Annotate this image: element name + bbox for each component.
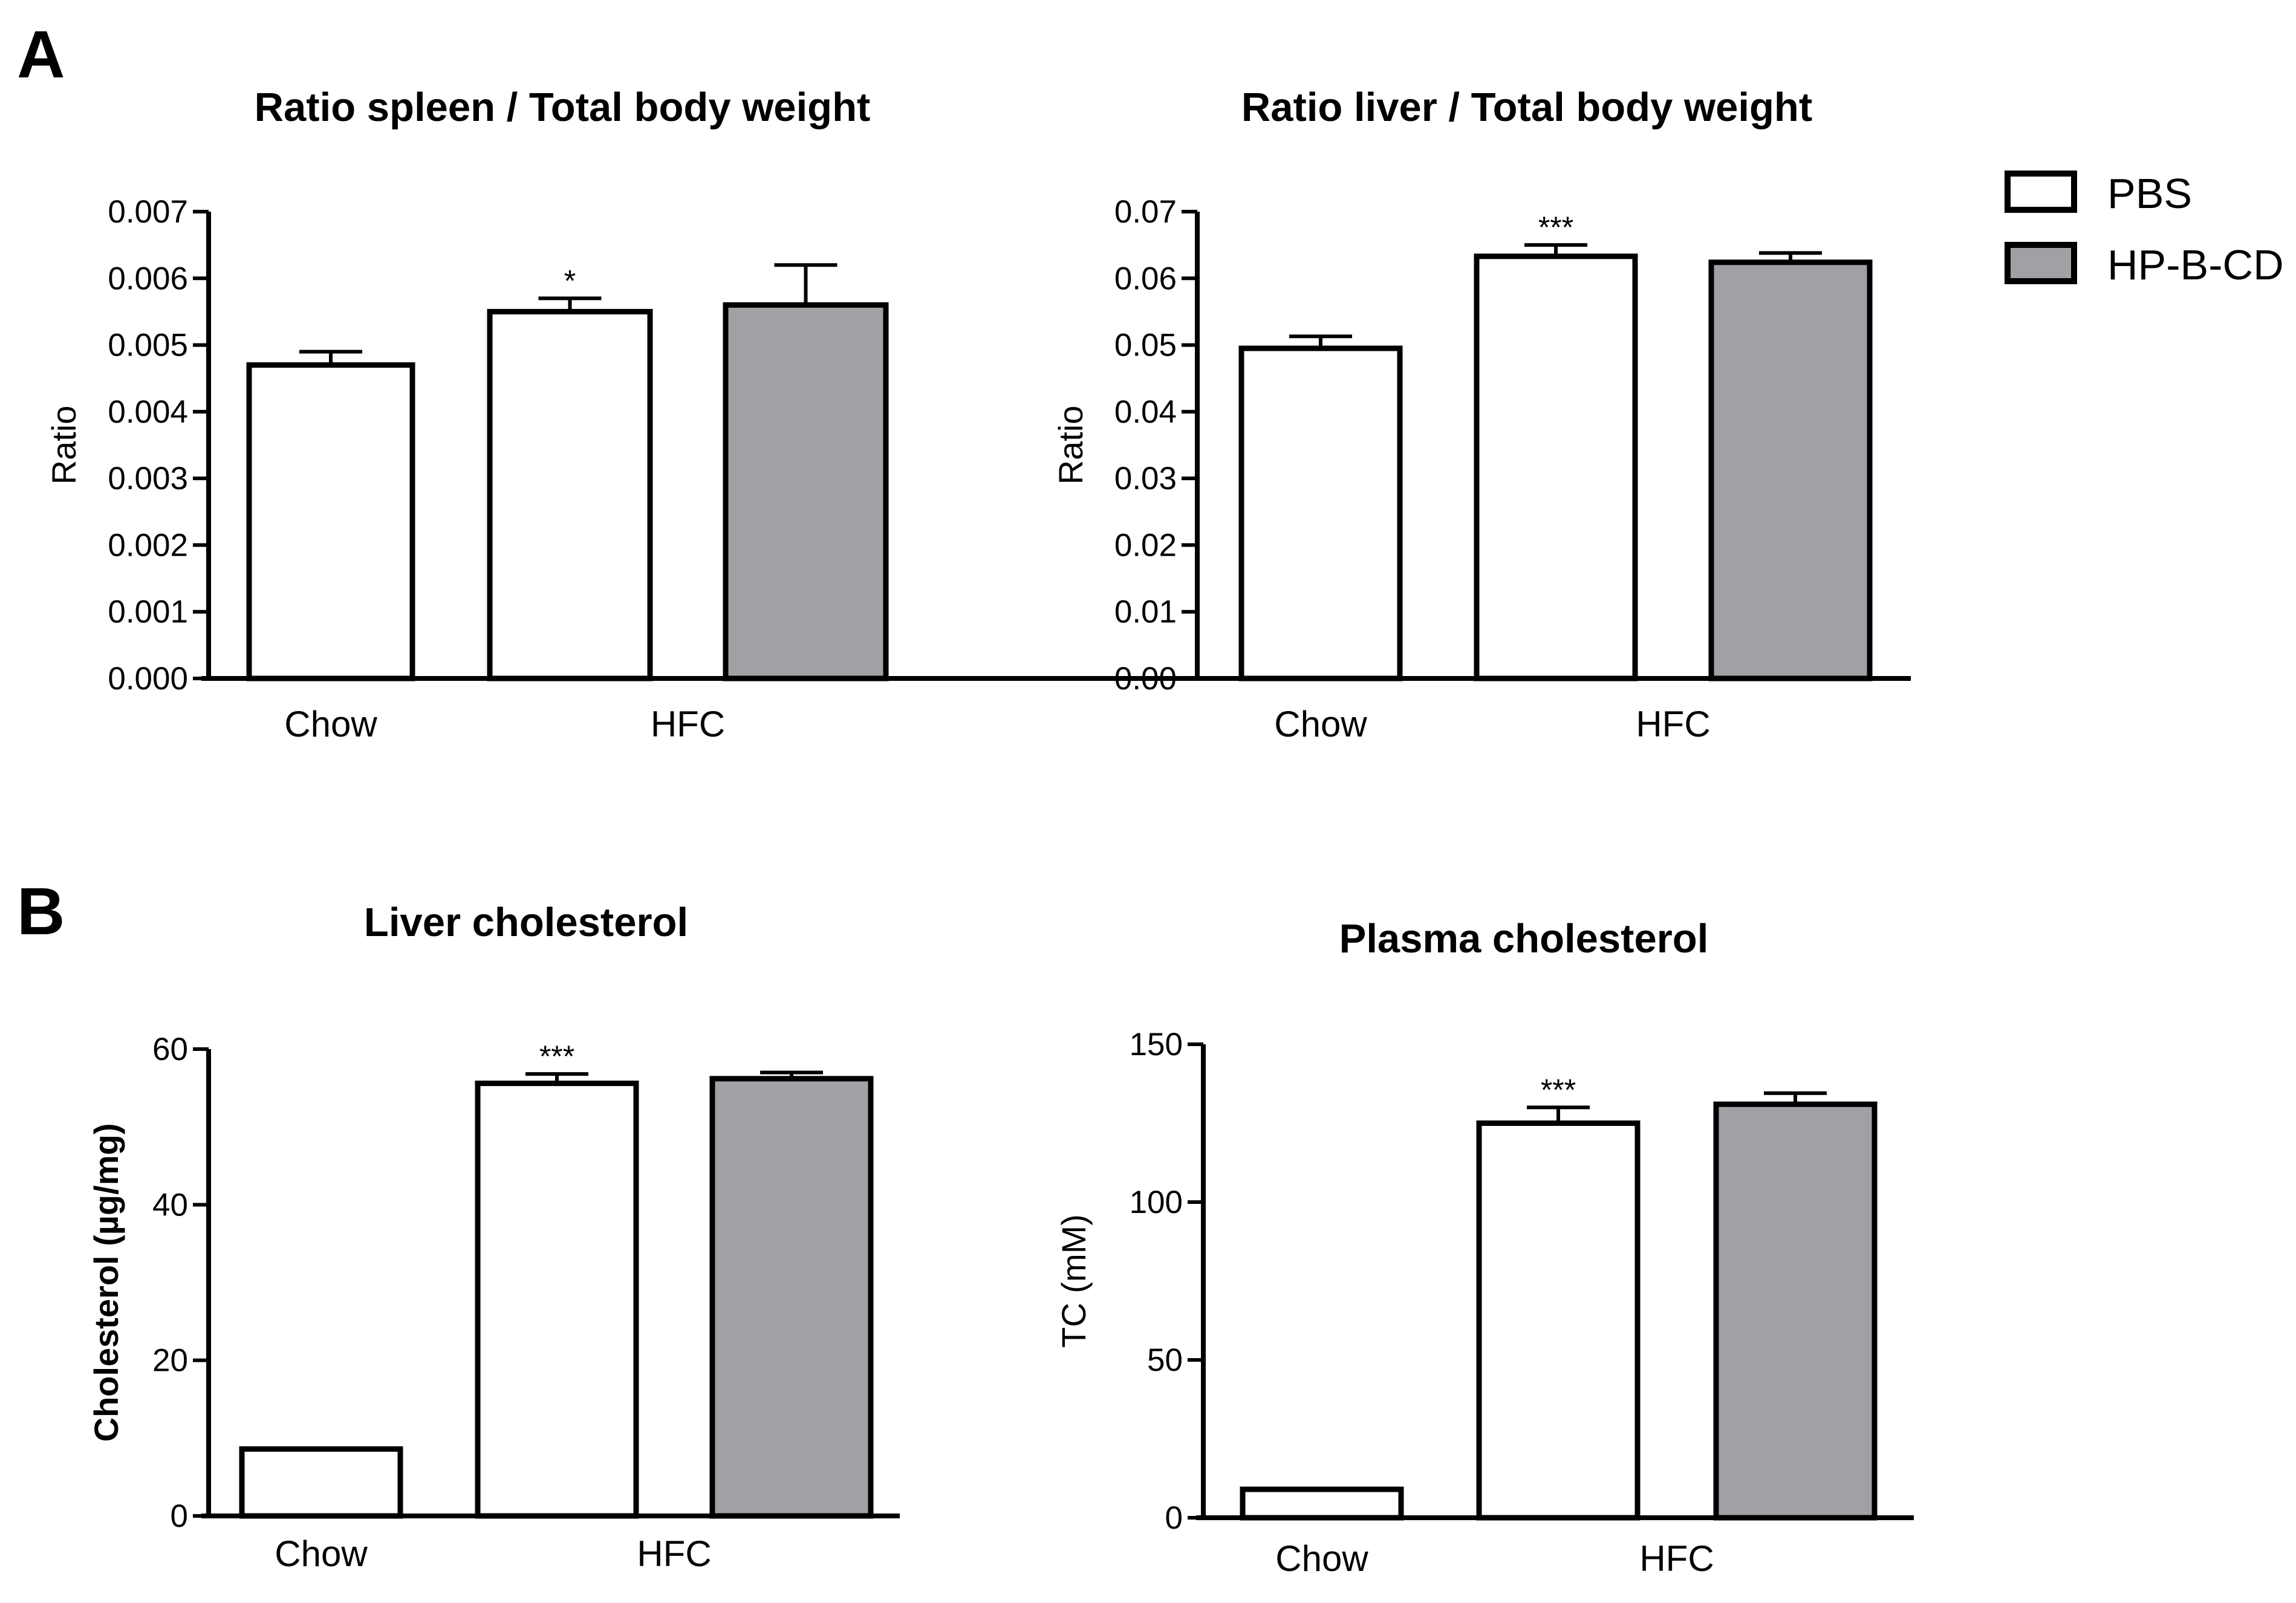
y-tick-label: 0.01 [1114, 594, 1177, 630]
bar-hfc-pbs [487, 308, 653, 681]
y-tick-label: 0.00 [1114, 661, 1177, 697]
x-category-label: HFC [1636, 704, 1710, 744]
bar-chow-pbs [239, 1446, 403, 1519]
bar-hfc-hp-b-cd [1708, 259, 1873, 681]
bar-hfc-hp-b-cd [723, 302, 889, 681]
bar-chow-pbs [1240, 1486, 1404, 1521]
charts: Ratio spleen / Total body weight Ratio 0.0… [45, 85, 1914, 1579]
x-category-label: Chow [284, 704, 377, 744]
legend-swatch [2005, 171, 2077, 213]
panel-label-a: A [17, 18, 65, 92]
y-tick-label: 100 [1130, 1185, 1183, 1220]
bar-hfc-hp-b-cd [1713, 1101, 1878, 1521]
y-axis-label: Cholesterol (µg/mg) [87, 1123, 125, 1442]
chart-3: Liver cholesterol Cholesterol (µg/mg) 0 20 4… [87, 900, 900, 1574]
y-tick-label: 0.000 [108, 661, 188, 697]
legend: PBS HP-B-CD [2005, 170, 2284, 288]
legend-label: PBS [2107, 170, 2192, 217]
y-tick-label: 0.007 [108, 194, 188, 230]
y-tick-label: 0 [1165, 1500, 1183, 1536]
bar-hfc-pbs [1474, 253, 1638, 681]
y-tick-label: 0.003 [108, 461, 188, 496]
chart-1: Ratio spleen / Total body weight Ratio 0.0… [45, 85, 1908, 744]
y-tick-label: 0.05 [1114, 328, 1177, 363]
x-category-label: HFC [637, 1533, 711, 1574]
bar-hfc-hp-b-cd [709, 1076, 874, 1519]
y-tick-label: 0.04 [1114, 394, 1177, 430]
chart-4: Plasma cholesterol TC (mM) 0 50 100 150 *** Cho… [1055, 916, 1914, 1579]
y-tick-label: 0.07 [1114, 194, 1177, 230]
bar-hfc-pbs [1476, 1120, 1641, 1521]
significance-marker: *** [1541, 1073, 1576, 1107]
y-tick-label: 0.001 [108, 594, 188, 630]
y-tick-label: 0 [171, 1498, 188, 1534]
y-tick-label: 60 [152, 1032, 188, 1067]
x-category-label: Chow [275, 1533, 368, 1574]
bar-chow-pbs [1238, 345, 1403, 681]
legend-swatch [2005, 242, 2077, 284]
bar-chow-pbs [246, 362, 415, 681]
y-tick-label: 0.006 [108, 261, 188, 296]
chart-2: Ratio liver / Total body weight Ratio 0.00… [1052, 85, 1911, 744]
legend-label: HP-B-CD [2107, 241, 2284, 288]
significance-marker: *** [539, 1039, 574, 1073]
chart-title: Ratio spleen / Total body weight [255, 85, 871, 130]
y-axis-label: TC (mM) [1055, 1214, 1093, 1348]
y-tick-label: 0.002 [108, 527, 188, 563]
y-tick-label: 40 [152, 1187, 188, 1223]
y-tick-label: 0.004 [108, 394, 188, 430]
bar-hfc-pbs [475, 1081, 639, 1519]
x-category-label: Chow [1275, 1538, 1368, 1579]
y-axis-label: Ratio [45, 406, 83, 485]
significance-marker: * [564, 264, 576, 298]
chart-title: Plasma cholesterol [1339, 916, 1709, 961]
x-category-label: Chow [1274, 704, 1367, 744]
y-tick-label: 0.06 [1114, 261, 1177, 296]
legend-item-hp-b-cd: HP-B-CD [2005, 241, 2284, 288]
legend-item-pbs: PBS [2005, 170, 2192, 217]
significance-marker: *** [1538, 210, 1573, 244]
x-category-label: HFC [1639, 1538, 1714, 1579]
chart-title: Ratio liver / Total body weight [1241, 85, 1812, 130]
x-category-label: HFC [651, 704, 725, 744]
panel-label-b: B [17, 874, 65, 949]
y-axis-label: Ratio [1052, 406, 1090, 485]
y-tick-label: 50 [1147, 1342, 1183, 1378]
y-tick-label: 0.03 [1114, 461, 1177, 496]
y-tick-label: 150 [1130, 1027, 1183, 1062]
y-tick-label: 0.005 [108, 328, 188, 363]
y-tick-label: 20 [152, 1343, 188, 1379]
chart-title: Liver cholesterol [364, 900, 688, 945]
y-tick-label: 0.02 [1114, 527, 1177, 563]
